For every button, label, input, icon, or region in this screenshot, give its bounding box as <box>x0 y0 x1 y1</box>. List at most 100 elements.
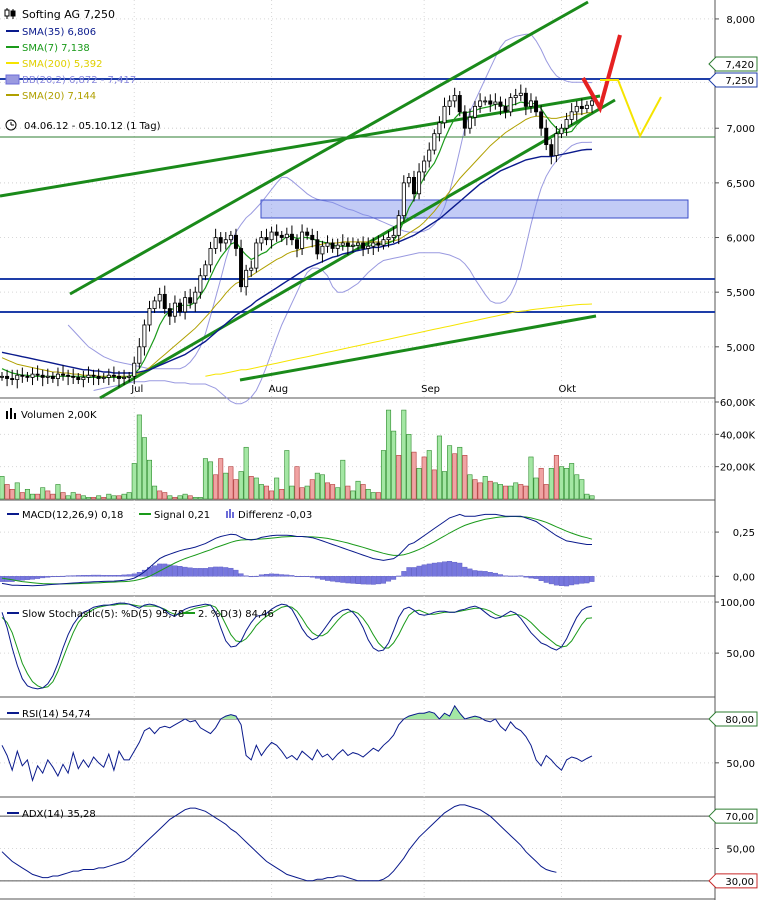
volume-bar <box>60 492 66 500</box>
macd-histogram-bar <box>243 575 249 577</box>
price-candle <box>132 362 137 377</box>
volume-bar <box>548 467 554 500</box>
y-tick-label: 100,00 <box>720 598 755 609</box>
macd-histogram-bar <box>538 576 544 581</box>
macd-histogram-bar <box>523 576 529 578</box>
price-candle <box>30 373 35 378</box>
volume-bar <box>304 485 310 500</box>
volume-bar <box>258 484 264 500</box>
chart-title: Softing AG 7,250 <box>22 8 115 21</box>
macd-histogram-bar <box>167 564 173 577</box>
volume-bar <box>274 477 280 500</box>
macd-histogram-bar <box>589 576 595 582</box>
price-candle <box>249 267 254 271</box>
volume-bar <box>14 482 20 500</box>
macd-histogram-bar <box>213 566 219 577</box>
volume-bar <box>167 495 173 500</box>
rsi-panel: RSI(14) 54,74 <box>0 704 715 783</box>
volume-bar <box>508 485 514 500</box>
price-candle <box>305 231 310 236</box>
legend-swatch <box>5 74 20 85</box>
price-candle <box>498 101 503 107</box>
macd-signal-label: Signal 0,21 <box>154 510 210 521</box>
macd-title: MACD(12,26,9) 0,18 <box>22 510 123 521</box>
volume-bar <box>35 493 41 500</box>
volume-bar <box>238 471 244 500</box>
value-tag: 7,420 <box>708 56 758 72</box>
price-candle <box>218 237 223 244</box>
consolidation-zone <box>260 199 689 219</box>
volume-bar <box>330 484 336 500</box>
sma35-line <box>1 148 593 374</box>
macd-histogram-bar <box>442 561 448 577</box>
price-candle <box>406 177 411 184</box>
macd-histogram-bar <box>574 576 580 585</box>
macd-histogram-bar <box>248 576 254 578</box>
price-candle <box>183 297 188 313</box>
histogram-icon <box>226 509 234 518</box>
macd-histogram-bar <box>340 576 346 583</box>
macd-histogram-bar <box>299 576 305 578</box>
volume-bar <box>243 446 249 500</box>
macd-histogram-bar <box>19 576 25 581</box>
stochastic-k-line <box>1 602 593 690</box>
macd-histogram-bar <box>116 575 122 577</box>
price-candle <box>345 242 350 247</box>
macd-histogram-bar <box>45 576 51 578</box>
volume-bar <box>375 492 381 500</box>
channel-upper-trendline <box>69 0 589 296</box>
y-tick-label: 20,00K <box>720 463 756 474</box>
volume-bar <box>0 476 5 500</box>
price-candle <box>325 242 330 247</box>
price-candle <box>193 291 198 304</box>
price-candle <box>116 375 121 379</box>
volume-bar <box>192 497 198 500</box>
stochastic-d-label: 2. %D(3) 84,46 <box>198 609 274 620</box>
volume-bar <box>284 450 290 500</box>
price-candle <box>442 105 447 124</box>
volume-bar <box>574 474 580 500</box>
price-candle <box>264 237 269 241</box>
macd-histogram-bar <box>55 576 61 578</box>
macd-histogram-bar <box>279 574 285 577</box>
volume-bar <box>19 492 25 500</box>
volume-bar <box>70 492 76 500</box>
price-candle <box>279 234 284 238</box>
volume-bar <box>360 484 366 500</box>
legend-label: SMA(20) 7,144 <box>22 91 96 102</box>
rsi-title: RSI(14) 54,74 <box>22 709 91 720</box>
macd-histogram-bar <box>386 576 392 582</box>
volume-bar <box>131 463 137 500</box>
price-candle <box>554 133 559 156</box>
rsi-line <box>1 704 593 783</box>
price-candle <box>544 127 549 146</box>
macd-histogram-bar <box>65 575 71 577</box>
macd-histogram-bar <box>294 576 300 578</box>
volume-bar <box>208 461 214 500</box>
volume-bar <box>416 467 422 500</box>
price-tags: 7,420 7,250 80,00 70,00 30,00 <box>708 56 758 889</box>
sma200-line <box>205 303 593 377</box>
price-candle <box>539 111 544 129</box>
price-candle <box>213 237 218 249</box>
price-candle <box>381 239 386 246</box>
macd-histogram-bar <box>233 569 239 577</box>
macd-histogram-bar <box>197 568 203 577</box>
macd-histogram-bar <box>345 576 351 584</box>
volume-bar <box>9 488 15 500</box>
price-candle <box>371 242 376 247</box>
volume-bar <box>447 445 453 500</box>
price-candle <box>361 242 366 249</box>
stochastic-panel: Slow Stochastic(5): %D(5) 95,78 2. %D(3)… <box>1 602 593 690</box>
volume-bar <box>380 450 386 500</box>
x-axis-labels: Jul Aug Sep Okt <box>130 384 576 395</box>
macd-histogram-bar <box>182 566 188 577</box>
macd-histogram-bar <box>96 574 102 577</box>
price-candle <box>310 234 315 241</box>
volume-bar <box>85 497 91 500</box>
clock-icon <box>5 119 17 131</box>
volume-bar <box>4 484 10 500</box>
volume-bar <box>106 493 112 500</box>
value-tag: 80,00 <box>708 711 758 727</box>
